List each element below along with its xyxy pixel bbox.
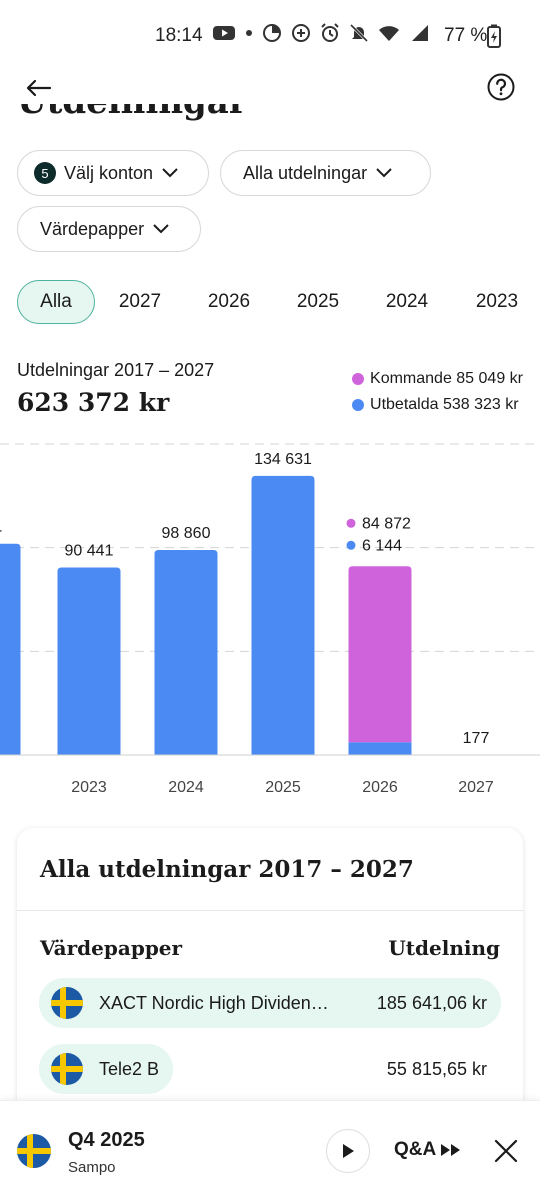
legend-paid: Utbetalda 538 323 kr	[352, 392, 523, 418]
player-subtitle: Sampo	[68, 1159, 116, 1176]
legend-paid-dot	[352, 399, 365, 411]
legend-upcoming-dot	[352, 373, 365, 385]
split-label-upcoming: 84 872	[362, 515, 411, 532]
list-item[interactable]: XACT Nordic High Dividen… 185 641,06 kr	[39, 978, 501, 1028]
year-tabs: Alla 2027 2026 2025 2024 2023	[0, 280, 540, 326]
bar-upcoming-2026	[348, 566, 412, 743]
column-header-security: Värdepapper	[40, 936, 183, 960]
arrow-back-icon	[26, 79, 52, 97]
data-saver-icon	[263, 24, 281, 42]
chevron-down-icon	[376, 168, 392, 178]
axis-label-2027: 2027	[458, 779, 494, 796]
status-time: 18:14	[155, 25, 203, 46]
qa-button[interactable]: Q&A	[394, 1139, 462, 1161]
tab-2027[interactable]: 2027	[118, 291, 162, 312]
all-dividends-label: Alla utdelningar	[243, 162, 368, 183]
chevron-down-icon	[153, 224, 169, 234]
youtube-icon	[213, 26, 235, 40]
dividend-amount: 55 815,65 kr	[386, 1058, 487, 1079]
wifi-icon	[379, 26, 399, 41]
mute-icon	[349, 23, 369, 43]
data-label-2027: 177	[463, 730, 490, 747]
help-button[interactable]	[486, 72, 516, 102]
security-name: XACT Nordic High Dividen…	[99, 992, 329, 1013]
legend-upcoming-label: Kommande 85 049 kr	[370, 370, 523, 387]
sweden-flag-icon	[51, 987, 83, 1019]
securities-chip[interactable]: Värdepapper	[17, 206, 201, 252]
player-title: Q4 2025	[68, 1129, 145, 1151]
dot-icon	[246, 30, 252, 36]
chevron-down-icon	[162, 168, 178, 178]
play-button[interactable]	[326, 1129, 370, 1173]
data-label-2023: 90 441	[65, 542, 114, 559]
data-label-2022: 891	[0, 519, 2, 536]
security-pill[interactable]: XACT Nordic High Dividen…	[39, 978, 501, 1028]
tab-2026[interactable]: 2026	[207, 291, 251, 312]
add-circle-icon	[292, 24, 310, 42]
tab-2023[interactable]: 2023	[475, 291, 519, 312]
column-header-dividend: Utdelning	[388, 936, 500, 960]
data-label-2024: 98 860	[162, 525, 211, 542]
tab-2025[interactable]: 2025	[296, 291, 340, 312]
bar-paid-2026	[348, 742, 412, 755]
select-accounts-chip[interactable]: 5 Välj konton	[17, 150, 209, 196]
securities-label: Värdepapper	[40, 218, 145, 239]
card-title: Alla utdelningar 2017 – 2027	[40, 856, 414, 883]
close-button[interactable]	[492, 1137, 520, 1165]
help-circle-icon	[487, 73, 515, 101]
data-label-2025: 134 631	[254, 451, 312, 468]
axis-label-2024: 2024	[168, 779, 204, 796]
axis-label-2026: 2026	[362, 779, 398, 796]
qa-label: Q&A	[394, 1139, 437, 1160]
battery-charging-icon	[487, 24, 501, 48]
podcast-mini-player[interactable]: Q4 2025 Sampo Q&A	[0, 1100, 540, 1200]
play-icon	[343, 1144, 354, 1158]
dividend-amount: 185 641,06 kr	[376, 992, 487, 1013]
split-dot-upcoming	[346, 518, 356, 528]
split-label-paid: 6 144	[362, 537, 402, 554]
axis-label-2023: 2023	[71, 779, 107, 796]
status-icons	[212, 23, 429, 43]
legend-upcoming: Kommande 85 049 kr	[352, 366, 523, 392]
signal-icon	[412, 25, 428, 41]
chart-legend: Kommande 85 049 kr Utbetalda 538 323 kr	[352, 366, 523, 418]
split-dot-paid	[346, 540, 356, 550]
bar-paid-2025	[251, 475, 315, 755]
axis-label-2025: 2025	[265, 779, 301, 796]
card-divider	[17, 910, 523, 911]
tab-all[interactable]: Alla	[17, 280, 95, 324]
battery-percentage: 77 %	[444, 25, 488, 46]
select-accounts-label: Välj konton	[64, 162, 154, 183]
fast-forward-icon	[441, 1144, 461, 1156]
legend-paid-label: Utbetalda 538 323 kr	[370, 396, 519, 413]
bar-paid-2023	[57, 567, 121, 755]
tab-2024[interactable]: 2024	[385, 291, 429, 312]
close-icon	[494, 1139, 518, 1163]
bar-paid-2022	[0, 543, 21, 755]
summary-total: 623 372 kr	[17, 388, 170, 417]
summary-label: Utdelningar 2017 – 2027	[17, 360, 215, 380]
bar-paid-2024	[154, 550, 218, 755]
page-title: Utdelningar	[17, 104, 317, 130]
status-bar: 18:14 77 %	[0, 0, 540, 72]
sweden-flag-icon	[51, 1053, 83, 1085]
security-name: Tele2 B	[99, 1058, 160, 1079]
accounts-count-badge: 5	[34, 162, 56, 184]
finland-flag-icon	[17, 1134, 51, 1168]
back-button[interactable]	[18, 72, 58, 104]
list-item[interactable]: Tele2 B 55 815,65 kr	[39, 1044, 501, 1094]
all-dividends-card: Alla utdelningar 2017 – 2027 Värdepapper…	[17, 828, 523, 1128]
alarm-icon	[321, 23, 339, 42]
security-pill[interactable]: Tele2 B	[39, 1044, 174, 1094]
all-dividends-chip[interactable]: Alla utdelningar	[220, 150, 431, 196]
